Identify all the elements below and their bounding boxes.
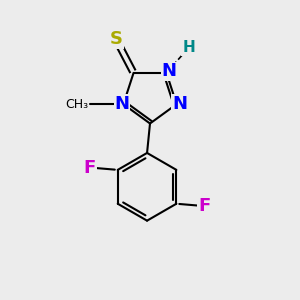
Text: N: N: [114, 95, 129, 113]
Text: CH₃: CH₃: [65, 98, 88, 111]
Text: N: N: [172, 95, 187, 113]
Text: S: S: [110, 30, 122, 48]
Text: H: H: [182, 40, 195, 56]
Text: F: F: [84, 158, 96, 176]
Text: N: N: [161, 62, 176, 80]
Text: F: F: [198, 197, 211, 215]
